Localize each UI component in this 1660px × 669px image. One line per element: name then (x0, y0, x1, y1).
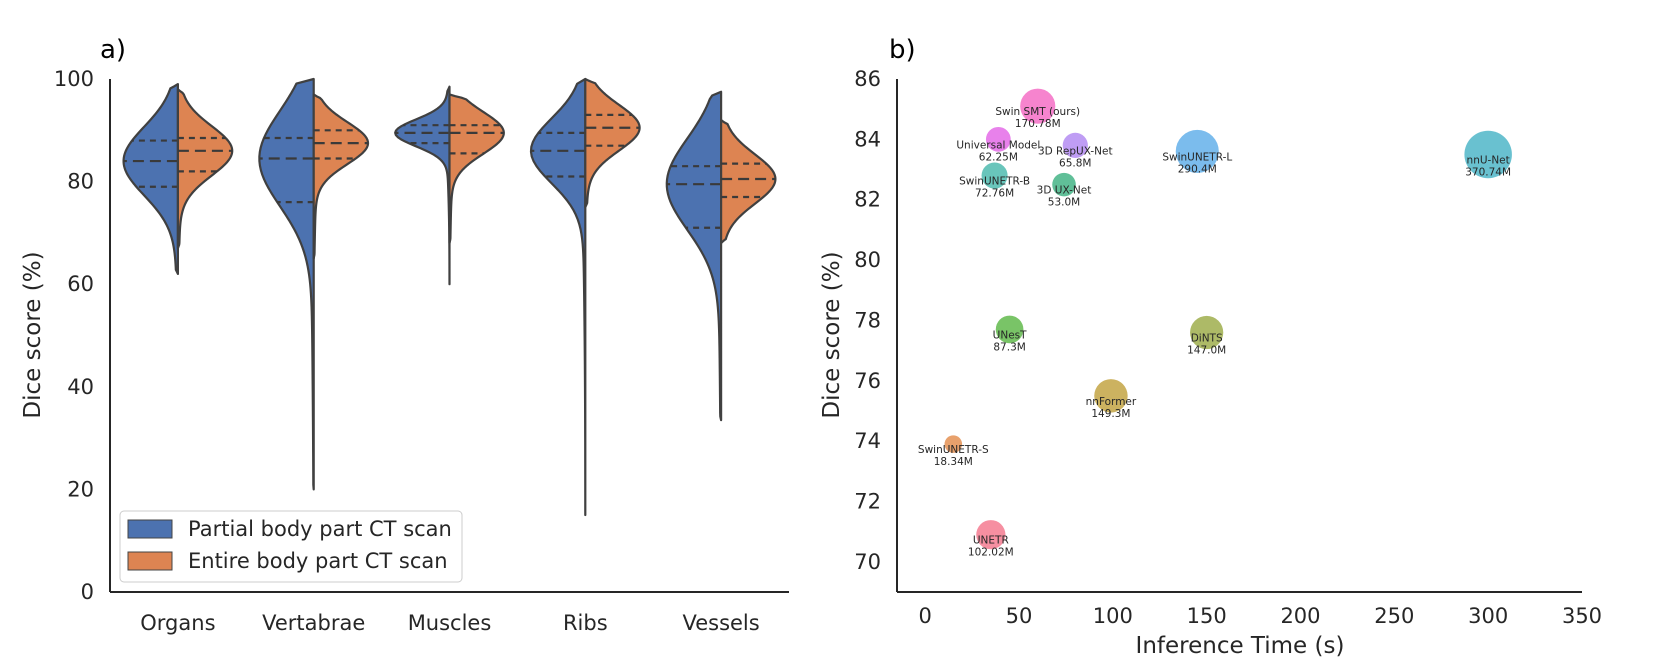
violin-entire-vessels (720, 118, 777, 245)
bubble-params-unetr: 102.02M (968, 547, 1014, 559)
y-tick-label: 74 (854, 429, 881, 453)
bubble-params-swinunetr-s: 18.34M (934, 456, 973, 468)
bubble-swinunetr-b (981, 162, 1008, 189)
bubble-params-universal-model: 62.25M (979, 151, 1018, 163)
bubble-name-unetr: UNETR (973, 535, 1009, 547)
bubble-name-universal-model: Universal Model (956, 139, 1040, 151)
violin-entire-ribs (584, 77, 641, 209)
violin-entire-vertabrae (312, 93, 370, 260)
panel-a-label: a) (100, 35, 126, 65)
x-tick-label-ribs: Ribs (563, 611, 608, 635)
bubble-unest (995, 315, 1024, 344)
bubble-universal-model (985, 126, 1011, 152)
bubble-name-swin-smt-ours: Swin SMT (ours) (995, 106, 1080, 118)
bubble-name-3d-ux-net: 3D UX-Net (1037, 185, 1092, 197)
y-tick-label: 86 (854, 67, 881, 91)
bubble-params-swinunetr-l: 290.4M (1178, 163, 1217, 175)
y-tick-label: 72 (854, 489, 881, 513)
x-tick-label-muscles: Muscles (408, 611, 492, 635)
bubble-params-nnu-net: 370.74M (1465, 166, 1511, 178)
x-tick-label: 150 (1187, 604, 1227, 628)
x-tick-label: 250 (1374, 604, 1414, 628)
x-ticks-b: 0 50 100 150 200 250 300 350 (918, 604, 1602, 628)
bubble-params-3d-ux-net: 53.0M (1048, 197, 1080, 209)
bubble-nnu-net (1464, 130, 1512, 179)
bubble-params-3d-repux-net: 65.8M (1059, 157, 1091, 169)
bubble-name-swinunetr-s: SwinUNETR-S (918, 444, 989, 456)
y-tick-label: 60 (67, 272, 94, 296)
violin-partial-ribs (529, 77, 587, 517)
bubble-name-nnu-net: nnU-Net (1467, 154, 1510, 166)
bubble-swin-smt-ours (1020, 88, 1056, 124)
legend-swatch-entire (127, 551, 173, 571)
bubble-unetr (976, 520, 1006, 550)
scatter-chart-panel: b) Swin SMT (ours)170.78M Universal Model… (819, 35, 1602, 659)
y-tick-label: 78 (854, 308, 881, 332)
bubble-params-swin-smt-ours: 170.78M (1015, 118, 1061, 130)
legend-label-partial: Partial body part CT scan (188, 517, 452, 541)
bubble-name-dints: DiNTS (1191, 332, 1223, 344)
x-tick-label: 350 (1562, 604, 1602, 628)
panel-b-label: b) (889, 35, 916, 65)
y-tick-label: 100 (54, 67, 94, 91)
y-tick-label: 80 (854, 248, 881, 272)
bubble-params-unest: 87.3M (993, 341, 1025, 353)
y-axis-label-b: Dice score (%) (819, 251, 845, 418)
x-tick-label: 200 (1280, 604, 1320, 628)
y-tick-label: 40 (67, 375, 94, 399)
violin-entire-muscles (448, 93, 505, 245)
legend-box (119, 510, 463, 583)
bubble-params-dints: 147.0M (1187, 344, 1226, 356)
bubble-name-swinunetr-b: SwinUNETR-B (959, 176, 1030, 188)
y-tick-label: 84 (854, 127, 881, 151)
x-tick-label-vertabrae: Vertabrae (262, 611, 365, 635)
y-tick-label: 76 (854, 369, 881, 393)
bubble-swinunetr-s (944, 435, 963, 453)
x-tick-label-vessels: Vessels (682, 611, 759, 635)
violin-partial-vertabrae (258, 77, 315, 491)
legend-label-entire: Entire body part CT scan (188, 549, 448, 573)
x-tick-label: 50 (1006, 604, 1033, 628)
bubble-name-swinunetr-l: SwinUNETR-L (1162, 151, 1232, 163)
bubble-dints (1190, 315, 1224, 350)
y-tick-label: 20 (67, 477, 94, 501)
bubble-3d-repux-net (1062, 132, 1088, 158)
bubble-params-nnformer: 149.3M (1091, 408, 1130, 420)
bubble-name-unest: UNesT (993, 329, 1027, 341)
y-tick-label: 82 (854, 188, 881, 212)
x-tick-label-organs: Organs (140, 611, 215, 635)
y-tick-label: 70 (854, 550, 881, 574)
violin-partial-muscles (394, 85, 451, 286)
bubble-3d-ux-net (1052, 172, 1076, 197)
y-tick-label: 80 (67, 170, 94, 194)
y-ticks: 0 20 40 60 80 100 (54, 67, 94, 604)
x-tick-label: 300 (1468, 604, 1508, 628)
violin-chart-panel: a) 0 20 40 60 80 100 Organs Vertabrae Muscles Ri… (20, 35, 789, 635)
legend: Partial body part CT scan Entire body pa… (119, 510, 463, 583)
bubble-name-3d-repux-net: 3D RepUX-Net (1038, 145, 1113, 157)
violin-partial-organs (122, 83, 179, 276)
y-ticks-b: 70 72 74 76 78 80 82 84 86 (854, 67, 881, 574)
bubble-nnformer (1094, 379, 1128, 413)
bubble-swinunetr-l (1175, 129, 1219, 173)
x-axis-label-b: Inference Time (s) (1136, 633, 1345, 659)
bubble-name-nnformer: nnFormer (1086, 396, 1137, 408)
bubble-params-swinunetr-b: 72.76M (975, 188, 1014, 200)
violins-layer (122, 77, 777, 517)
x-ticks: Organs Vertabrae Muscles Ribs Vessels (140, 611, 759, 635)
violin-partial-vessels (665, 90, 723, 422)
y-tick-label: 0 (81, 580, 94, 604)
x-tick-label: 100 (1093, 604, 1133, 628)
bubbles-layer: Swin SMT (ours)170.78M Universal Model62.… (918, 88, 1512, 559)
legend-swatch-partial (127, 519, 173, 539)
x-tick-label: 0 (918, 604, 931, 628)
violin-entire-organs (176, 88, 234, 250)
y-axis-label: Dice score (%) (20, 251, 46, 418)
